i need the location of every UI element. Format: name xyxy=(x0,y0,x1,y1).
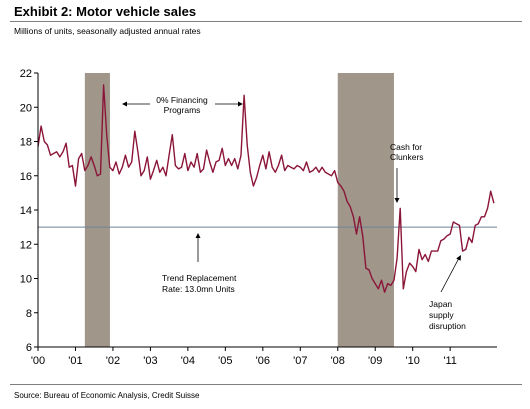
x-tick-label: '03 xyxy=(143,355,157,367)
recession-band xyxy=(84,73,110,347)
x-tick-label: '10 xyxy=(406,355,420,367)
annotation-japan: Japan supply disruption xyxy=(429,299,466,331)
annotation-financing-line1: 0% Financing Programs xyxy=(156,95,208,115)
annotation-clunkers: Cash for Clunkers xyxy=(390,142,424,162)
x-tick-label: '04 xyxy=(181,355,195,367)
y-tick-label: 22 xyxy=(20,68,32,80)
x-tick-label: '05 xyxy=(218,355,232,367)
clunkers-arrowhead xyxy=(394,198,400,203)
y-tick-label: 14 xyxy=(20,205,32,217)
title-divider xyxy=(10,21,522,22)
motor-vehicle-sales-series xyxy=(37,84,495,293)
source-note: Source: Bureau of Economic Analysis, Cre… xyxy=(14,391,200,400)
x-tick-label: '07 xyxy=(293,355,307,367)
y-tick-label: 6 xyxy=(26,342,32,354)
y-tick-label: 10 xyxy=(20,274,32,286)
y-tick-label: 16 xyxy=(20,171,32,183)
y-tick-label: 8 xyxy=(26,308,32,320)
recession-band xyxy=(337,73,394,347)
footer-divider xyxy=(10,384,522,385)
japan-arrowhead xyxy=(456,255,461,261)
x-tick-label: '11 xyxy=(443,355,457,367)
x-tick-label: '08 xyxy=(331,355,345,367)
trend-arrowhead xyxy=(195,233,201,238)
x-tick-label: '06 xyxy=(256,355,270,367)
financing-arrowhead-left xyxy=(122,101,127,107)
y-tick-label: 12 xyxy=(20,239,32,251)
y-tick-label: 18 xyxy=(20,137,32,149)
chart-title: Exhibit 2: Motor vehicle sales xyxy=(14,4,197,19)
annotation-trend: Trend Replacement Rate: 13.0mn Units xyxy=(162,273,237,294)
x-tick-label: '09 xyxy=(368,355,382,367)
y-tick-label: 20 xyxy=(20,102,32,114)
x-tick-label: '00 xyxy=(31,355,45,367)
chart-subtitle: Millions of units, seasonally adjusted a… xyxy=(14,26,201,36)
annotations: 0% Financing Programs Cash for Clunkers Tr… xyxy=(122,95,466,331)
recession-bands xyxy=(84,73,394,347)
x-tick-label: '01 xyxy=(68,355,82,367)
japan-arrow xyxy=(440,257,460,293)
financing-arrowhead-right xyxy=(238,101,243,107)
x-tick-label: '02 xyxy=(106,355,120,367)
axes: 6 8 10 12 14 16 18 20 22 '00 '01 '02 '03 '04 '05 '06 '07… xyxy=(20,68,497,367)
